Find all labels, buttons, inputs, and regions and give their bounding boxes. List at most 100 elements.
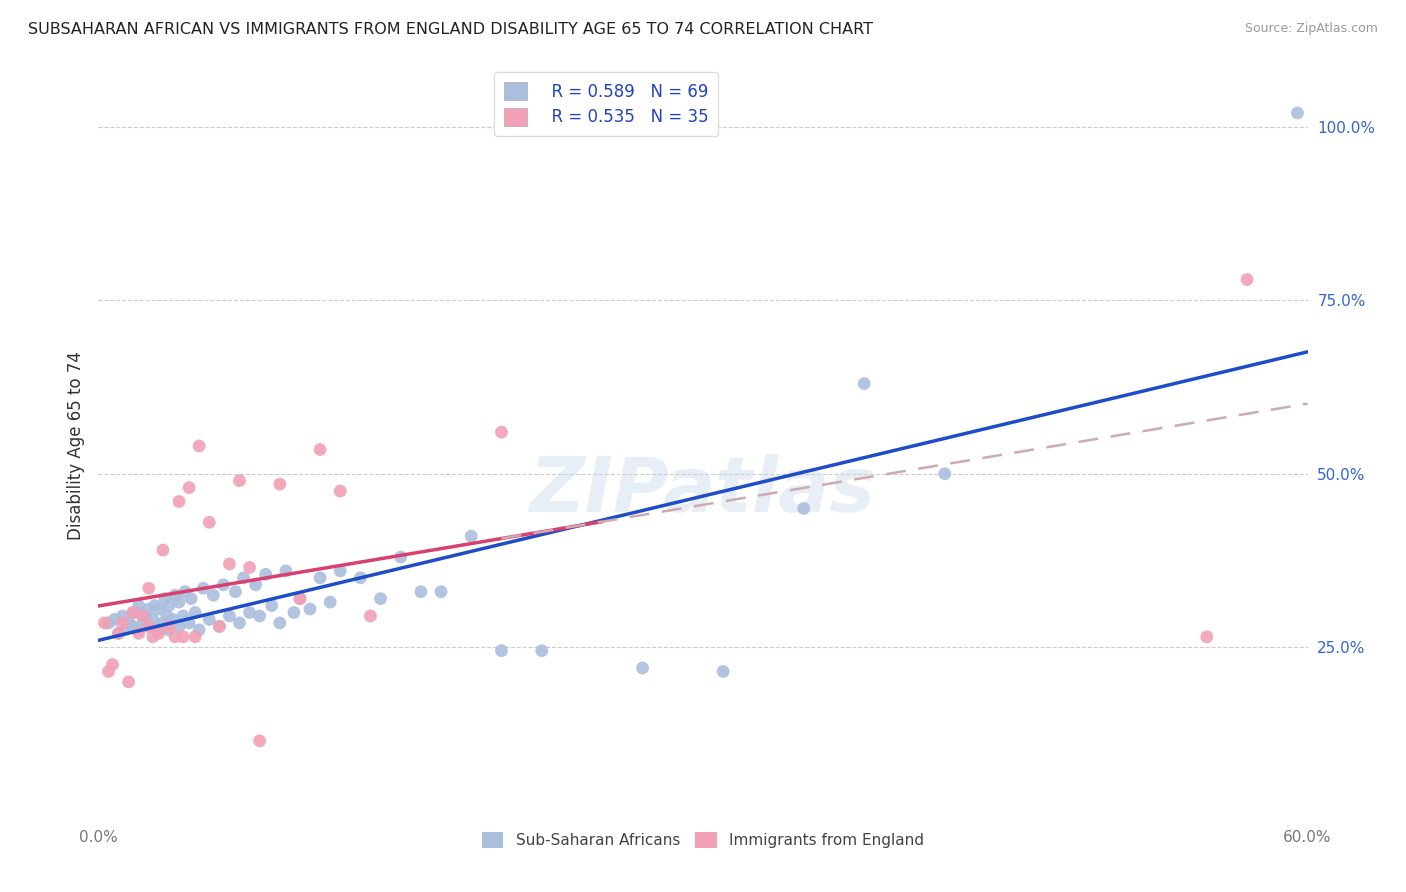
- Point: [184, 606, 207, 620]
- Point: [138, 602, 160, 616]
- Point: [934, 467, 956, 481]
- Point: [143, 599, 166, 613]
- Point: [174, 584, 197, 599]
- Point: [157, 619, 180, 633]
- Point: [491, 425, 513, 439]
- Point: [224, 584, 246, 599]
- Point: [370, 591, 392, 606]
- Point: [97, 665, 120, 679]
- Point: [128, 626, 150, 640]
- Point: [288, 591, 311, 606]
- Point: [167, 595, 190, 609]
- Point: [148, 626, 170, 640]
- Point: [360, 609, 382, 624]
- Point: [138, 619, 160, 633]
- Point: [329, 564, 352, 578]
- Text: SUBSAHARAN AFRICAN VS IMMIGRANTS FROM ENGLAND DISABILITY AGE 65 TO 74 CORRELATIO: SUBSAHARAN AFRICAN VS IMMIGRANTS FROM EN…: [28, 22, 873, 37]
- Point: [148, 602, 170, 616]
- Text: Source: ZipAtlas.com: Source: ZipAtlas.com: [1244, 22, 1378, 36]
- Point: [162, 612, 184, 626]
- Point: [188, 623, 211, 637]
- Point: [208, 619, 231, 633]
- Point: [138, 619, 160, 633]
- Point: [101, 657, 124, 672]
- Point: [239, 606, 262, 620]
- Point: [329, 484, 352, 499]
- Point: [163, 630, 186, 644]
- Point: [142, 630, 165, 644]
- Point: [142, 612, 165, 626]
- Point: [138, 581, 160, 595]
- Point: [172, 630, 194, 644]
- Point: [188, 439, 211, 453]
- Point: [269, 477, 291, 491]
- Point: [93, 615, 115, 630]
- Point: [107, 626, 129, 640]
- Point: [711, 665, 734, 679]
- Point: [111, 615, 134, 630]
- Point: [254, 567, 277, 582]
- Point: [179, 615, 201, 630]
- Point: [198, 612, 221, 626]
- Point: [274, 564, 297, 578]
- Point: [319, 595, 342, 609]
- Point: [309, 571, 332, 585]
- Point: [118, 674, 141, 689]
- Point: [283, 606, 305, 620]
- Point: [249, 609, 271, 624]
- Point: [202, 588, 225, 602]
- Point: [172, 609, 194, 624]
- Point: [269, 615, 291, 630]
- Point: [148, 623, 170, 637]
- Point: [152, 615, 174, 630]
- Point: [1236, 272, 1258, 286]
- Point: [107, 626, 129, 640]
- Point: [430, 584, 453, 599]
- Point: [163, 588, 186, 602]
- Point: [460, 529, 482, 543]
- Point: [153, 591, 176, 606]
- Point: [218, 609, 240, 624]
- Point: [157, 623, 180, 637]
- Text: ZIPatlas: ZIPatlas: [530, 454, 876, 528]
- Point: [121, 606, 143, 620]
- Point: [249, 734, 271, 748]
- Point: [152, 543, 174, 558]
- Point: [132, 615, 155, 630]
- Point: [212, 578, 235, 592]
- Point: [228, 615, 250, 630]
- Point: [180, 591, 202, 606]
- Point: [793, 501, 815, 516]
- Point: [103, 612, 125, 626]
- Point: [409, 584, 432, 599]
- Point: [349, 571, 371, 585]
- Point: [121, 619, 143, 633]
- Point: [193, 581, 215, 595]
- Y-axis label: Disability Age 65 to 74: Disability Age 65 to 74: [66, 351, 84, 541]
- Point: [491, 643, 513, 657]
- Point: [1286, 106, 1309, 120]
- Point: [157, 599, 180, 613]
- Point: [239, 560, 262, 574]
- Point: [208, 619, 231, 633]
- Point: [132, 609, 155, 624]
- Point: [288, 591, 311, 606]
- Point: [128, 623, 150, 637]
- Point: [114, 623, 136, 637]
- Point: [156, 609, 179, 624]
- Point: [218, 557, 240, 571]
- Point: [167, 619, 190, 633]
- Point: [124, 606, 146, 620]
- Point: [530, 643, 553, 657]
- Point: [260, 599, 283, 613]
- Point: [309, 442, 332, 457]
- Point: [128, 599, 150, 613]
- Point: [245, 578, 267, 592]
- Point: [228, 474, 250, 488]
- Point: [167, 494, 190, 508]
- Point: [134, 609, 156, 624]
- Point: [853, 376, 876, 391]
- Point: [111, 609, 134, 624]
- Point: [179, 481, 201, 495]
- Legend: Sub-Saharan Africans, Immigrants from England: Sub-Saharan Africans, Immigrants from En…: [477, 826, 929, 855]
